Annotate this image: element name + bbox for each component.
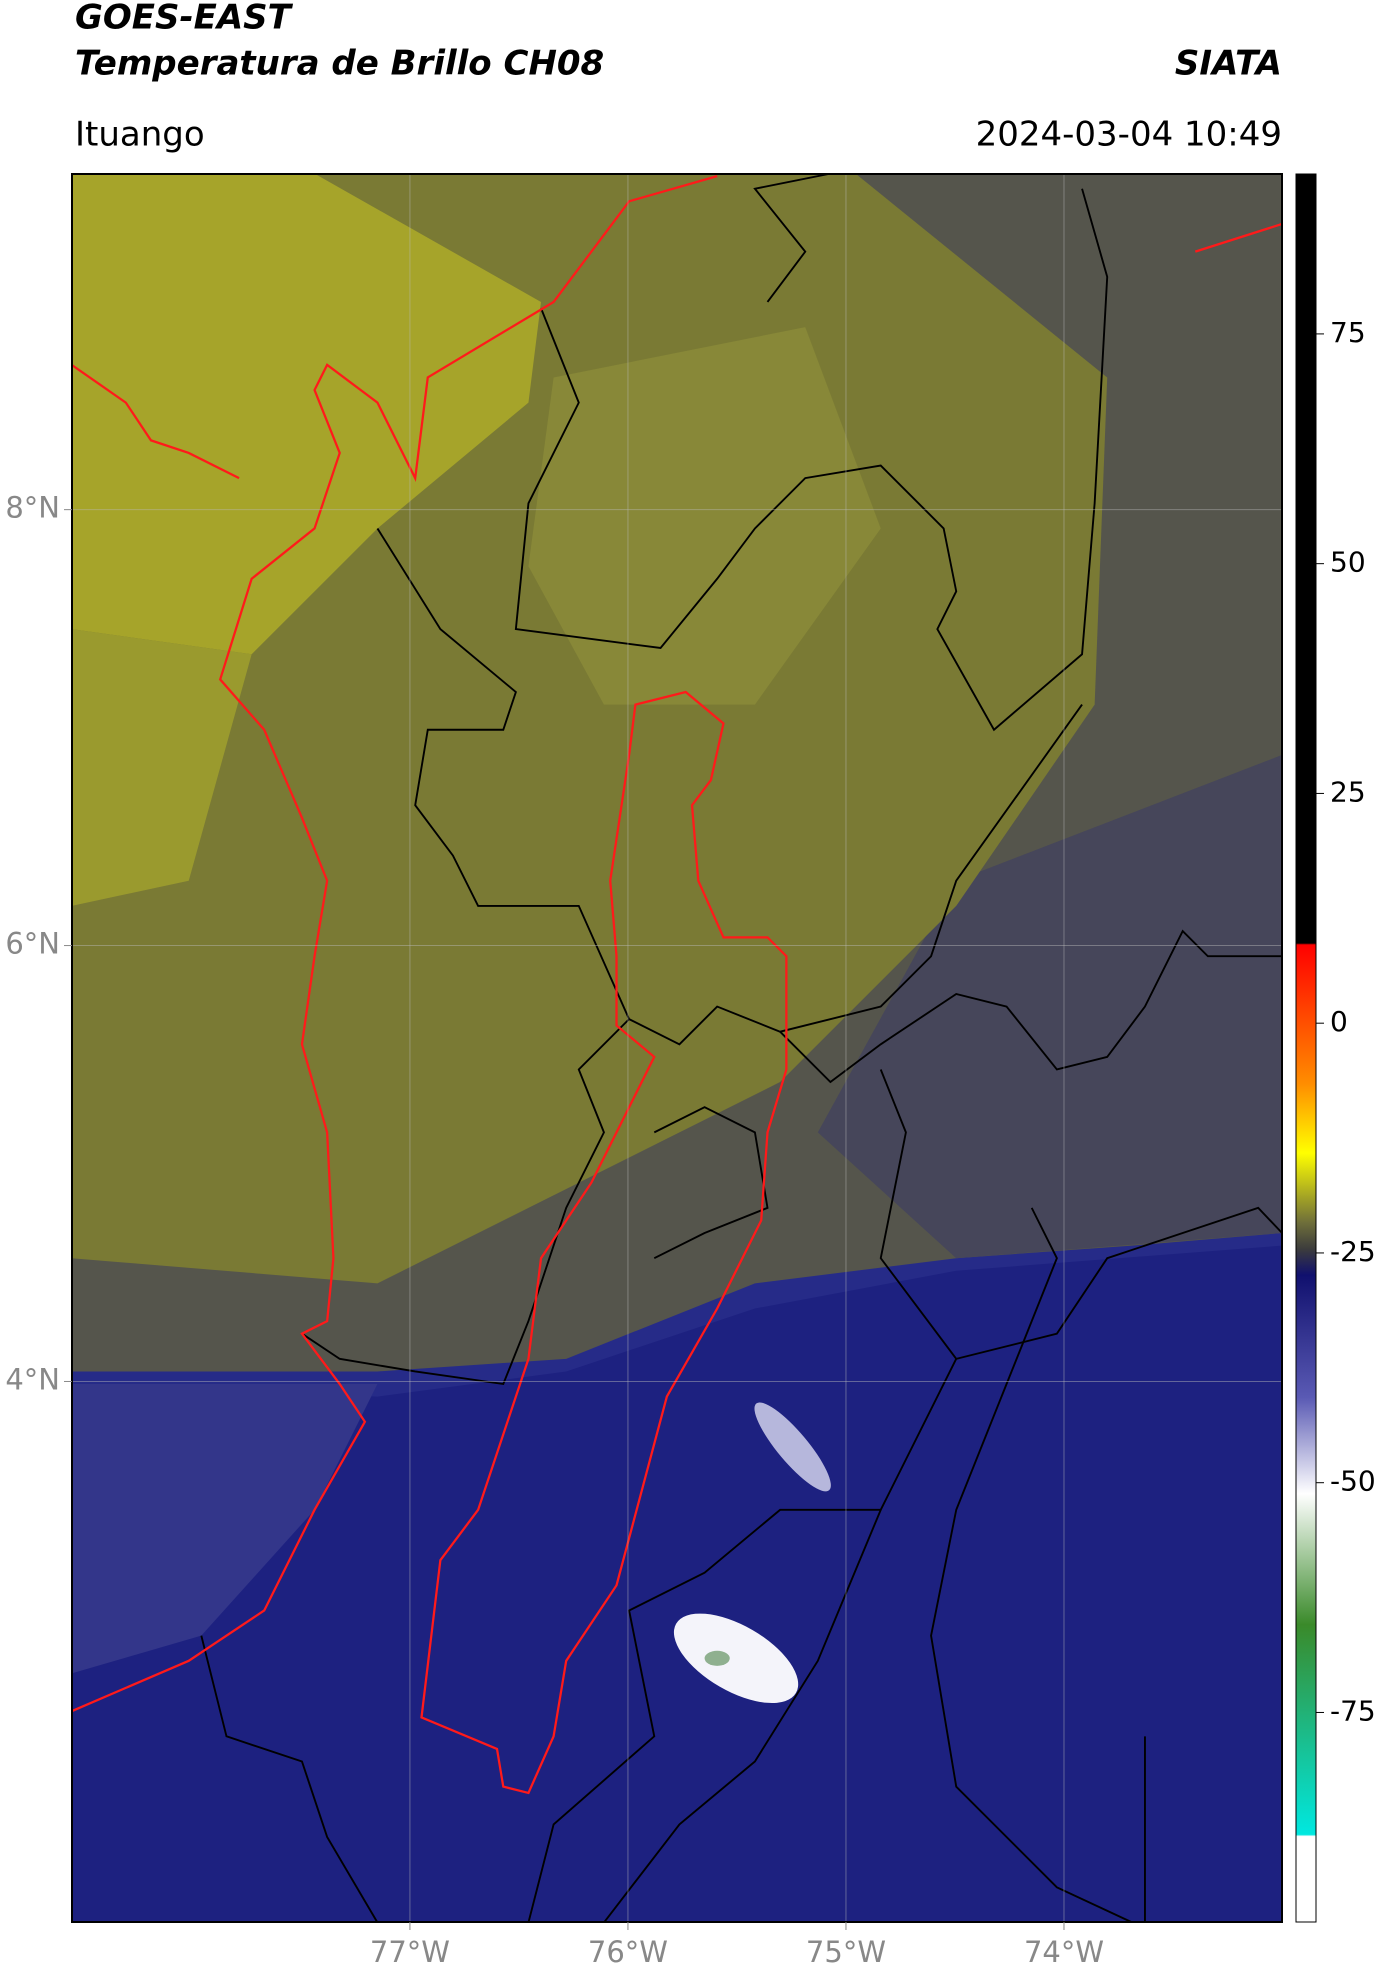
colorbar-tick-label: -25 (1330, 1235, 1376, 1268)
y-tick-label: 8°N (5, 491, 60, 525)
source: SIATA (1175, 44, 1282, 84)
y-tick-label: 4°N (5, 1362, 60, 1396)
title: GOES-EAST (75, 0, 294, 38)
colorbar-tick-label: -75 (1330, 1694, 1376, 1727)
x-tick-label: 77°W (370, 1935, 450, 1969)
colorbar-tick-label: 50 (1330, 546, 1366, 579)
map-imagery (71, 173, 1283, 1923)
colorbar-tick-label: 75 (1330, 316, 1366, 349)
y-tick-label: 6°N (5, 927, 60, 961)
graticule (72, 174, 1282, 1922)
subtitle: Temperatura de Brillo CH08 (75, 44, 604, 84)
colorbar-tick-label: 0 (1330, 1005, 1348, 1038)
x-tick-label: 75°W (806, 1935, 886, 1969)
map-frame (71, 173, 1283, 1923)
colorbar (1295, 173, 1317, 1923)
datetime: 2024-03-04 10:49 (976, 115, 1282, 155)
x-tick-label: 74°W (1024, 1935, 1104, 1969)
x-tick-label: 76°W (588, 1935, 668, 1969)
colorbar-tick-label: 25 (1330, 775, 1366, 808)
location: Ituango (75, 115, 205, 155)
colorbar-tick-label: -50 (1330, 1465, 1376, 1498)
